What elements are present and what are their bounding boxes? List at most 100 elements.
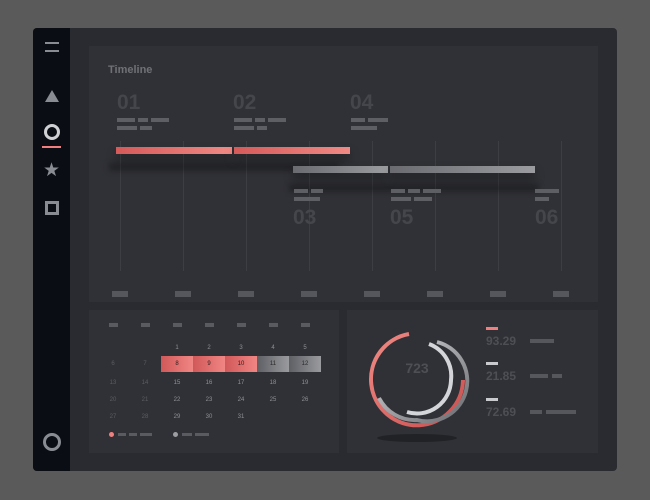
calendar-day[interactable]: 24 xyxy=(237,397,245,403)
menu-icon[interactable] xyxy=(33,33,70,61)
stats-panel: 723 93.29 21.85 72.69 xyxy=(347,310,598,453)
calendar-day[interactable]: 10 xyxy=(225,356,257,372)
milestone-text xyxy=(117,126,137,130)
grid-line xyxy=(435,141,436,271)
stat-label xyxy=(530,374,548,378)
milestone-text xyxy=(351,126,377,130)
calendar-day[interactable]: 29 xyxy=(173,414,181,420)
stat-label xyxy=(530,410,542,414)
milestone-text xyxy=(294,197,320,201)
stat-value: 21.85 xyxy=(486,369,517,383)
calendar-day[interactable]: 11 xyxy=(257,356,289,372)
square-icon[interactable] xyxy=(33,194,70,222)
calendar-day[interactable]: 18 xyxy=(269,380,277,386)
star-icon[interactable]: ★ xyxy=(42,158,61,181)
calendar-day[interactable]: 31 xyxy=(237,414,245,420)
calendar-day[interactable]: 9 xyxy=(193,356,225,372)
calendar-day[interactable]: 4 xyxy=(271,345,275,351)
calendar-day[interactable]: 15 xyxy=(173,380,181,386)
milestone-text xyxy=(311,189,323,193)
legend-dot-red xyxy=(109,432,114,437)
legend-dot-grey xyxy=(173,432,178,437)
milestone-text xyxy=(408,189,420,193)
stat-value: 72.69 xyxy=(486,405,517,419)
calendar-day[interactable]: 8 xyxy=(161,356,193,372)
milestone-text xyxy=(234,118,252,122)
grid-line xyxy=(183,141,184,271)
triangle-icon[interactable] xyxy=(33,82,70,110)
donut-arc-grey-mid xyxy=(377,340,470,424)
calendar-day[interactable]: 30 xyxy=(205,414,213,420)
milestone-number: 04 xyxy=(350,91,374,114)
axis-tick-label xyxy=(301,291,317,297)
calendar-day[interactable]: 27 xyxy=(109,414,117,420)
weekday-header xyxy=(269,323,278,327)
calendar-day[interactable]: 22 xyxy=(173,397,181,403)
calendar-day[interactable]: 3 xyxy=(239,345,243,351)
timeline-bar-05[interactable] xyxy=(390,166,535,173)
calendar-day[interactable]: 13 xyxy=(109,380,117,386)
calendar-day[interactable]: 28 xyxy=(141,414,149,420)
weekday-header xyxy=(141,323,150,327)
milestone-text xyxy=(535,189,559,193)
calendar-day[interactable]: 6 xyxy=(111,361,115,367)
milestone-text xyxy=(294,189,308,193)
circle-icon[interactable] xyxy=(33,118,70,146)
calendar-day[interactable]: 7 xyxy=(143,361,147,367)
timeline-bar-03[interactable] xyxy=(293,166,388,173)
calendar-day[interactable]: 23 xyxy=(205,397,213,403)
milestone-text xyxy=(414,197,432,201)
axis-tick-label xyxy=(490,291,506,297)
grid-line xyxy=(120,141,121,271)
milestone-text xyxy=(234,126,254,130)
legend-label xyxy=(182,433,192,436)
milestone-text xyxy=(391,189,405,193)
grid-line xyxy=(561,141,562,271)
timeline-bar-01[interactable] xyxy=(116,147,232,154)
milestone-number: 01 xyxy=(117,91,141,114)
grid-line xyxy=(498,141,499,271)
grid-line xyxy=(246,141,247,271)
active-indicator xyxy=(42,146,61,148)
timeline-bar-02[interactable] xyxy=(234,147,350,154)
calendar-day[interactable]: 1 xyxy=(175,345,179,351)
timeline-title: Timeline xyxy=(108,64,153,76)
donut-value: 723 xyxy=(405,360,429,376)
milestone-text xyxy=(117,118,135,122)
milestone-text xyxy=(255,118,265,122)
axis-tick-label xyxy=(427,291,443,297)
calendar-day[interactable]: 16 xyxy=(205,380,213,386)
stat-label xyxy=(552,374,562,378)
bar-shadow xyxy=(289,184,539,192)
milestone-text xyxy=(423,189,441,193)
donut-arc-grey-inner xyxy=(406,342,454,416)
weekday-header xyxy=(173,323,182,327)
milestone-text xyxy=(351,118,365,122)
milestone-number: 02 xyxy=(233,91,257,114)
stat-swatch xyxy=(486,327,498,330)
calendar-day[interactable]: 5 xyxy=(303,345,307,351)
milestone-text xyxy=(151,118,169,122)
calendar-day[interactable]: 20 xyxy=(109,397,117,403)
hexagon-icon[interactable] xyxy=(33,428,70,456)
calendar-day[interactable]: 25 xyxy=(269,397,277,403)
app-window: ★ Timeline 01 02 04 xyxy=(33,28,617,471)
calendar-day[interactable]: 2 xyxy=(207,345,211,351)
axis-tick-label xyxy=(175,291,191,297)
calendar-day[interactable]: 26 xyxy=(301,397,309,403)
calendar-day[interactable]: 12 xyxy=(289,356,321,372)
stat-label xyxy=(530,339,554,343)
calendar-day[interactable]: 21 xyxy=(141,397,149,403)
calendar-day[interactable]: 19 xyxy=(301,380,309,386)
stat-swatch xyxy=(486,398,498,401)
legend-label xyxy=(118,433,126,436)
calendar-day[interactable]: 14 xyxy=(141,380,149,386)
weekday-header xyxy=(237,323,246,327)
donut-arc-red xyxy=(369,332,465,428)
milestone-text xyxy=(268,118,286,122)
axis-tick-label xyxy=(553,291,569,297)
sidebar: ★ xyxy=(33,28,70,471)
calendar-day[interactable]: 17 xyxy=(237,380,245,386)
milestone-text xyxy=(140,126,152,130)
legend-label xyxy=(140,433,152,436)
